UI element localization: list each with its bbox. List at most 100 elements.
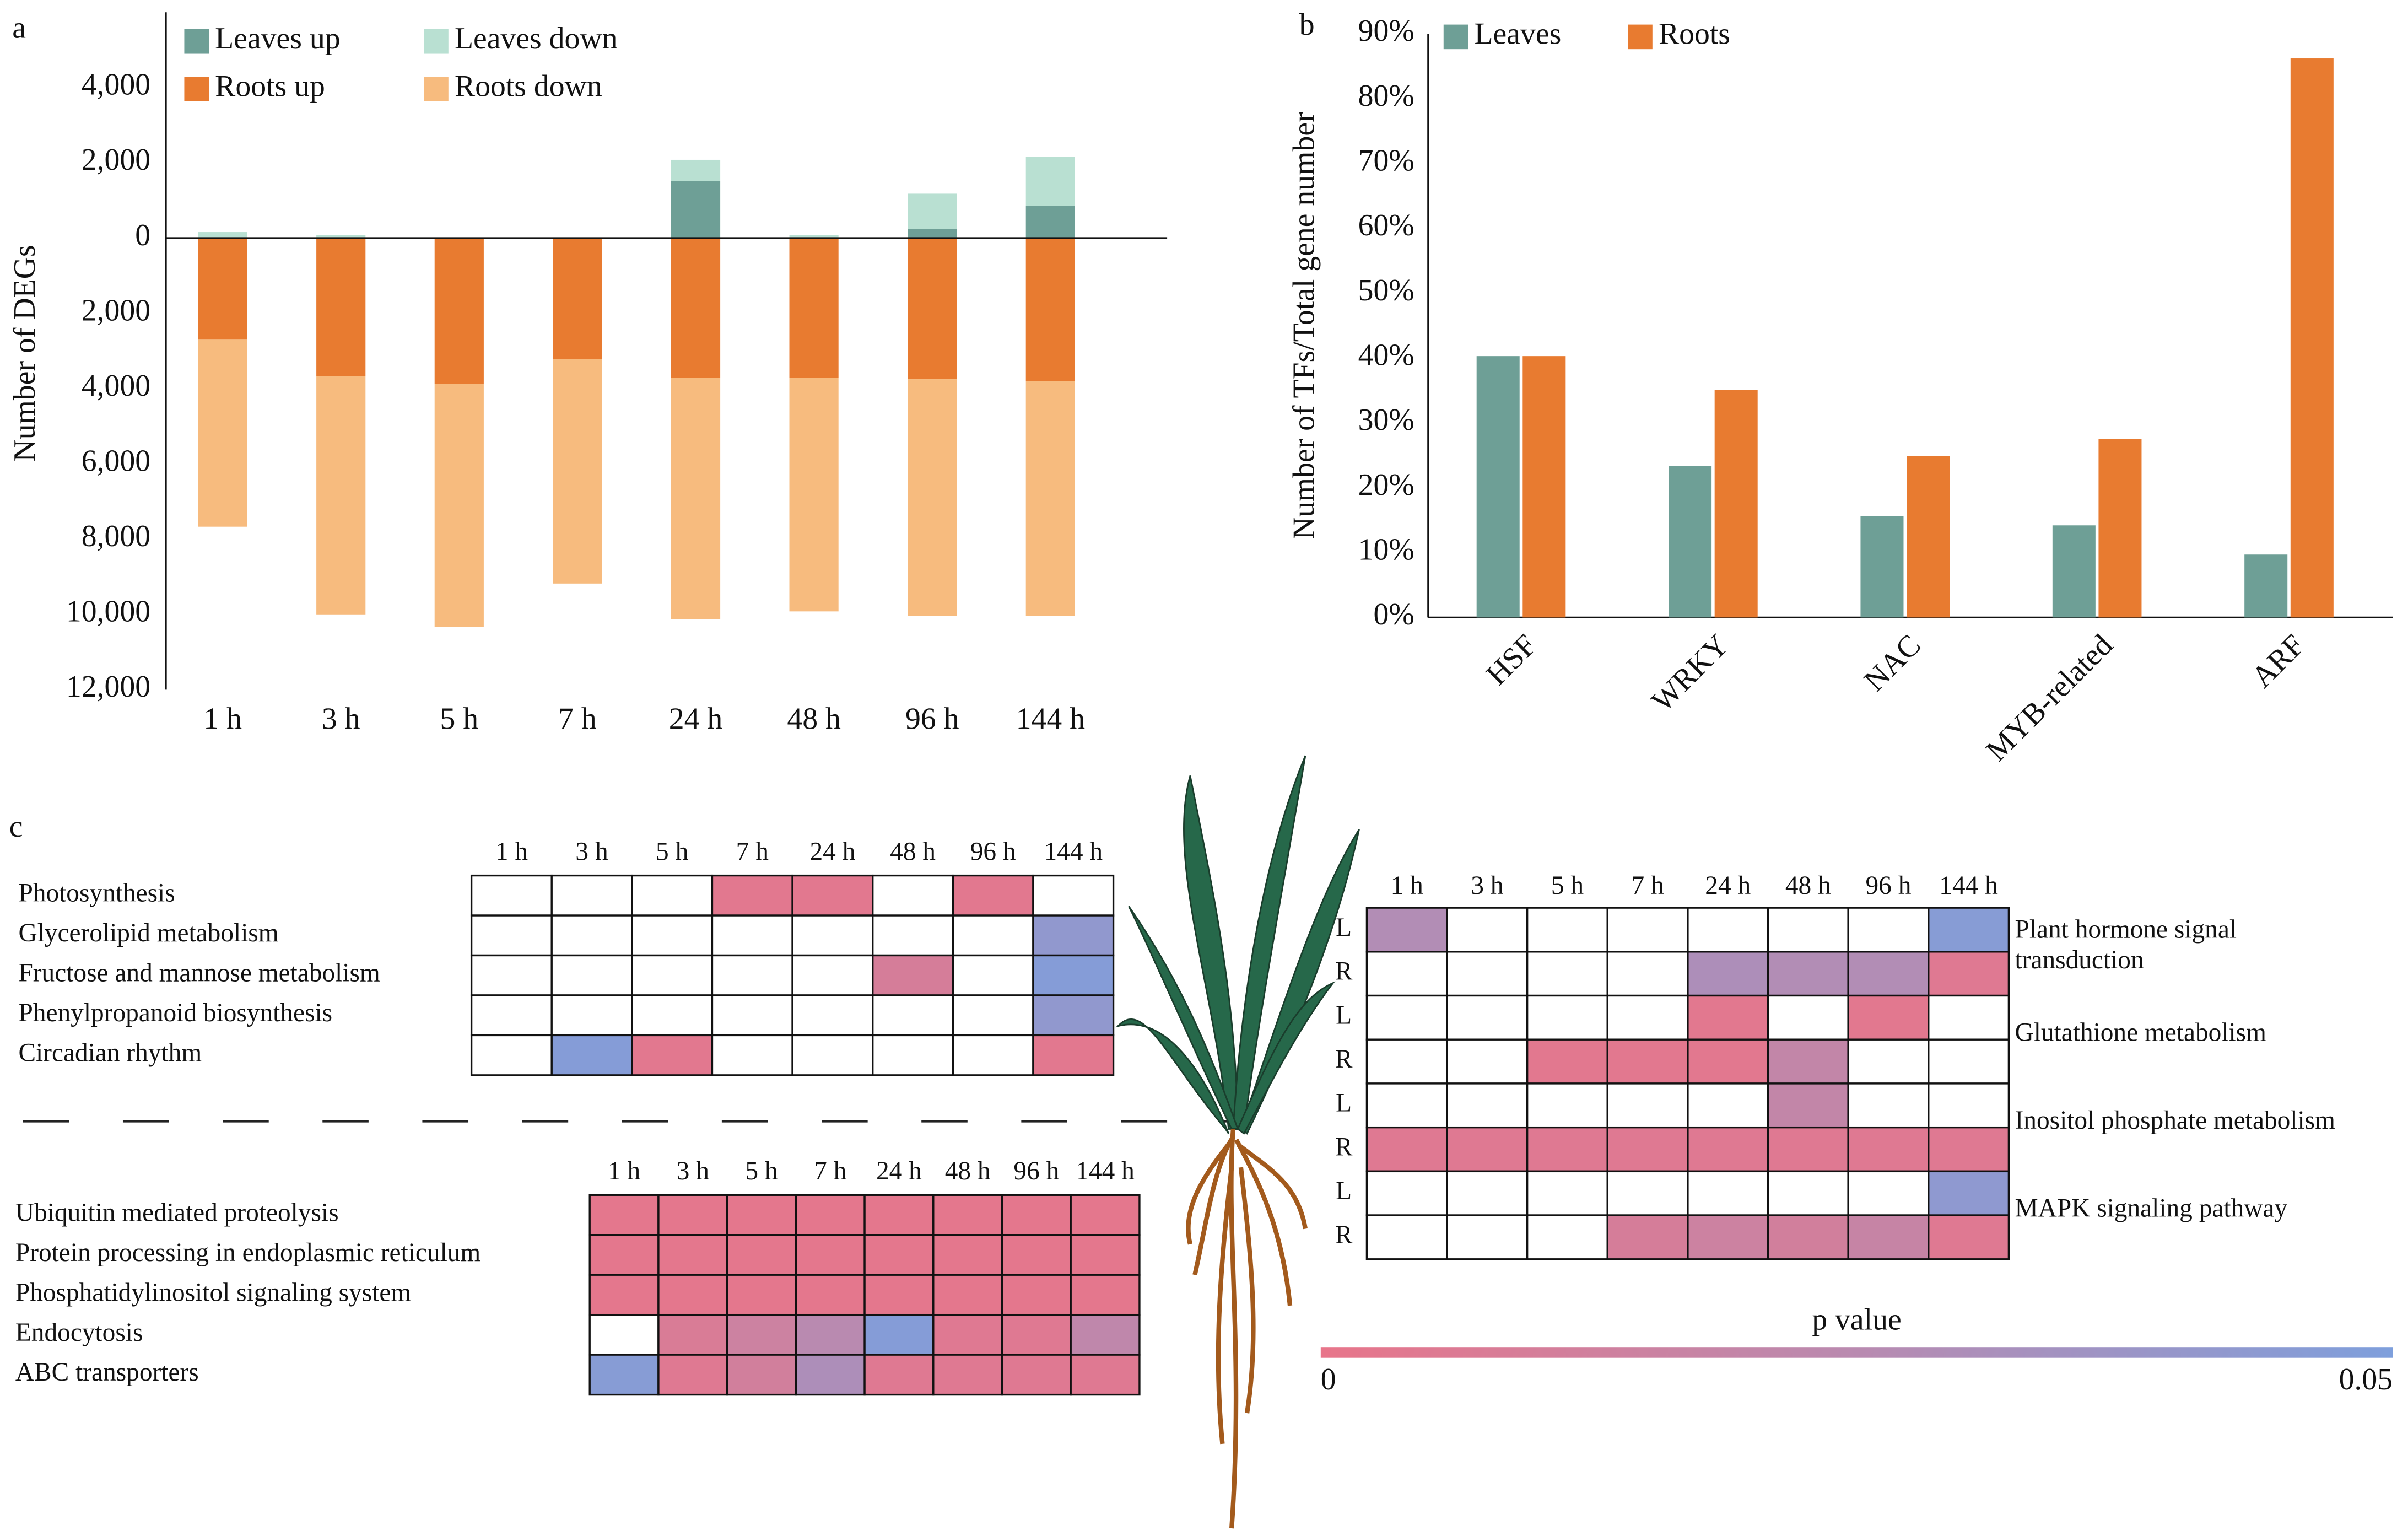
x-tick-label: 3 h — [322, 702, 360, 736]
x-tick-label: 24 h — [669, 702, 723, 736]
row-label: R — [1335, 957, 1353, 986]
heatmap-cell — [1032, 1034, 1115, 1076]
heatmap-cell — [795, 1194, 866, 1236]
bar — [2052, 525, 2096, 618]
heatmap-cell — [631, 994, 714, 1037]
bar-segment — [671, 238, 721, 378]
row-label: R — [1335, 1045, 1353, 1074]
heatmap-cell — [1032, 874, 1115, 917]
heatmap-cell — [1365, 951, 1448, 997]
bar-segment — [1025, 157, 1075, 206]
heatmap-cell — [1001, 1234, 1072, 1276]
heatmap-cell — [1767, 1082, 1849, 1129]
heatmap-cell — [1767, 1038, 1849, 1085]
heatmap-cell — [1070, 1313, 1141, 1356]
heatmap-cell — [1446, 994, 1529, 1041]
bar-segment — [908, 229, 957, 238]
panel-label: a — [12, 11, 26, 45]
column-label: 5 h — [745, 1157, 778, 1185]
heatmap-cell — [657, 1194, 728, 1236]
heatmap-cell — [470, 954, 553, 996]
heatmap-cell — [1526, 1082, 1608, 1129]
heatmap-cell — [1767, 1126, 1849, 1173]
heatmap-cell — [1928, 1170, 2010, 1216]
heatmap-cell — [470, 914, 553, 957]
heatmap-cell — [657, 1313, 728, 1356]
heatmap-cell — [1847, 1038, 1930, 1085]
y-tick-label: 30% — [1358, 403, 1414, 437]
bar — [1669, 466, 1712, 618]
heatmap-cell — [791, 1034, 874, 1076]
heatmap-cell — [550, 914, 633, 957]
heatmap-cell — [1070, 1194, 1141, 1236]
heatmap-cell — [791, 994, 874, 1037]
heatmap-cell — [726, 1234, 797, 1276]
heatmap-cell — [952, 914, 1034, 957]
legend-label: Leaves down — [455, 21, 618, 56]
heatmap-cell — [1847, 1082, 1930, 1129]
row-label: Protein processing in endoplasmic reticu… — [15, 1238, 481, 1267]
heatmap-cell — [1446, 1082, 1529, 1129]
x-tick-label: HSF — [1480, 628, 1543, 692]
heatmap-cell — [1446, 1170, 1529, 1216]
heatmap-cell — [711, 994, 793, 1037]
heatmap-cell — [863, 1234, 935, 1276]
heatmap-cell — [550, 954, 633, 996]
colorbar-tick-label: 0 — [1321, 1362, 1336, 1397]
column-label: 24 h — [876, 1157, 922, 1185]
y-tick-label: 80% — [1358, 79, 1414, 113]
legend-swatch — [424, 29, 449, 54]
heatmap-cell — [657, 1234, 728, 1276]
legend-swatch — [424, 77, 449, 101]
bar-segment — [671, 181, 721, 238]
legend-label: Leaves up — [215, 21, 340, 56]
column-label: 24 h — [1705, 871, 1751, 900]
heatmap-cell — [1526, 951, 1608, 997]
heatmap-cell — [1687, 1126, 1769, 1173]
heatmap-cell — [1526, 994, 1608, 1041]
heatmap-cell — [1687, 1214, 1769, 1260]
heatmap-cell — [550, 874, 633, 917]
y-tick-label: 6,000 — [82, 444, 150, 478]
legend-swatch — [184, 29, 209, 54]
heatmap-cell — [1446, 951, 1529, 997]
column-label: 3 h — [1471, 871, 1504, 900]
column-label: 7 h — [1631, 871, 1664, 900]
heatmap-cell — [1687, 951, 1769, 997]
heatmap-cell — [631, 954, 714, 996]
heatmap-cell — [470, 1034, 553, 1076]
plant — [1115, 755, 1360, 1529]
row-label: Glycerolipid metabolism — [18, 919, 278, 947]
heatmap-cell — [726, 1274, 797, 1316]
heatmap-cell — [795, 1313, 866, 1356]
y-tick-label: 60% — [1358, 208, 1414, 242]
heatmap-cell — [1001, 1274, 1072, 1316]
heatmap-cell — [588, 1194, 660, 1236]
heatmap-cell — [726, 1354, 797, 1396]
heatmap-cell — [631, 1034, 714, 1076]
heatmap-cell — [1446, 1126, 1529, 1173]
bar-segment — [198, 238, 247, 340]
heatmap-cell — [1928, 951, 2010, 997]
heatmap-cell — [711, 954, 793, 996]
x-tick-label: WRKY — [1645, 628, 1735, 718]
heatmap-cell — [1526, 1038, 1608, 1085]
heatmap-cell — [1767, 1170, 1849, 1216]
heatmap-cell — [1365, 907, 1448, 953]
bar-segment — [789, 378, 839, 612]
heatmap-cell — [791, 874, 874, 917]
heatmap-cell — [1928, 994, 2010, 1041]
heatmap-cell — [711, 914, 793, 957]
heatmap-cell — [952, 954, 1034, 996]
heatmap-cell — [1606, 1082, 1689, 1129]
heatmap-cell — [791, 954, 874, 996]
column-label: 48 h — [1785, 871, 1831, 900]
heatmap-cell — [1526, 1170, 1608, 1216]
bar — [2290, 58, 2334, 618]
heatmap-cell — [1526, 907, 1608, 953]
bar-segment — [434, 384, 484, 627]
bar-segment — [908, 193, 957, 229]
pathway-label: transduction — [2015, 946, 2144, 974]
column-label: 3 h — [677, 1157, 710, 1185]
heatmap-cell — [711, 874, 793, 917]
